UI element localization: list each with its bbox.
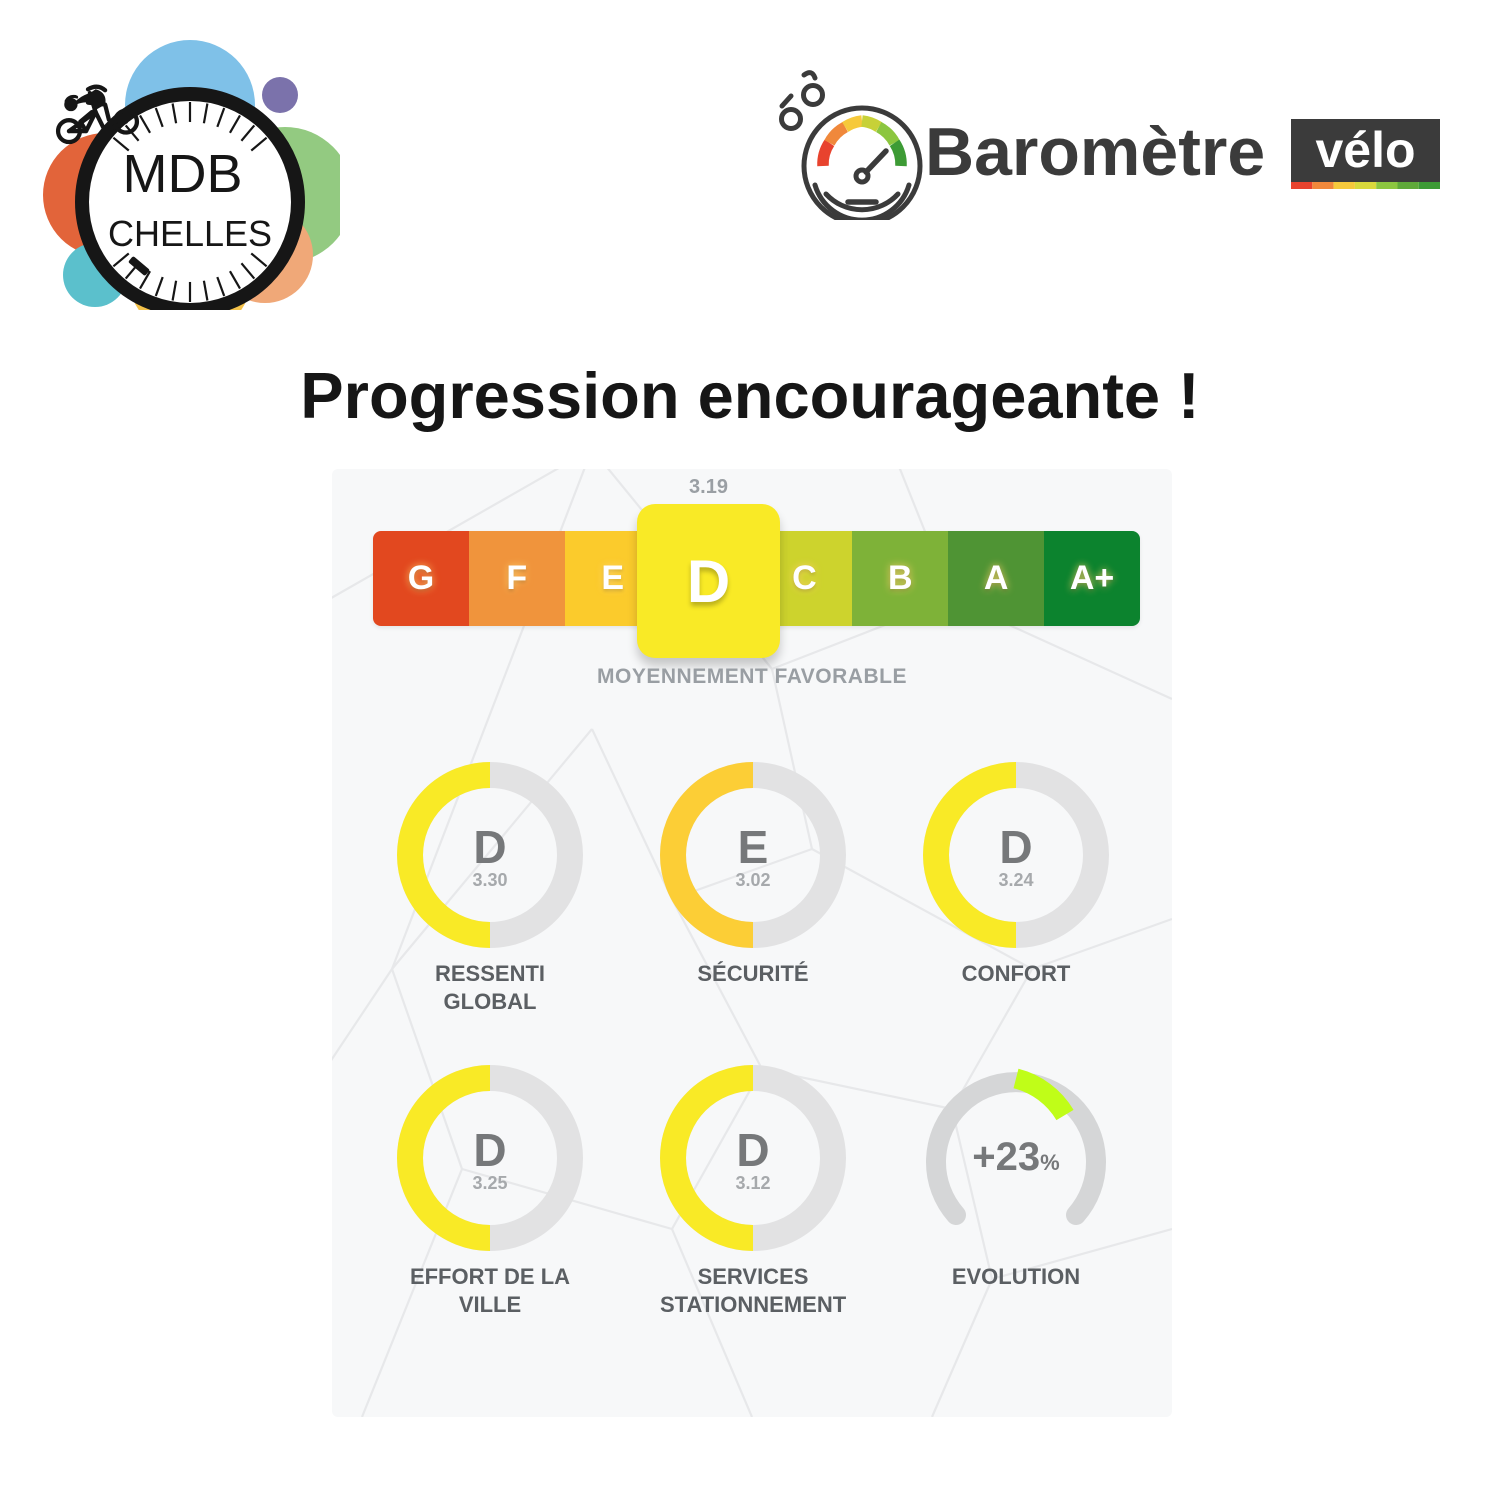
svg-text:Baromètre: Baromètre (925, 114, 1265, 190)
svg-text:vélo: vélo (1315, 122, 1415, 178)
svg-text:MDB CHELLES: MDB CHELLES (108, 144, 272, 254)
